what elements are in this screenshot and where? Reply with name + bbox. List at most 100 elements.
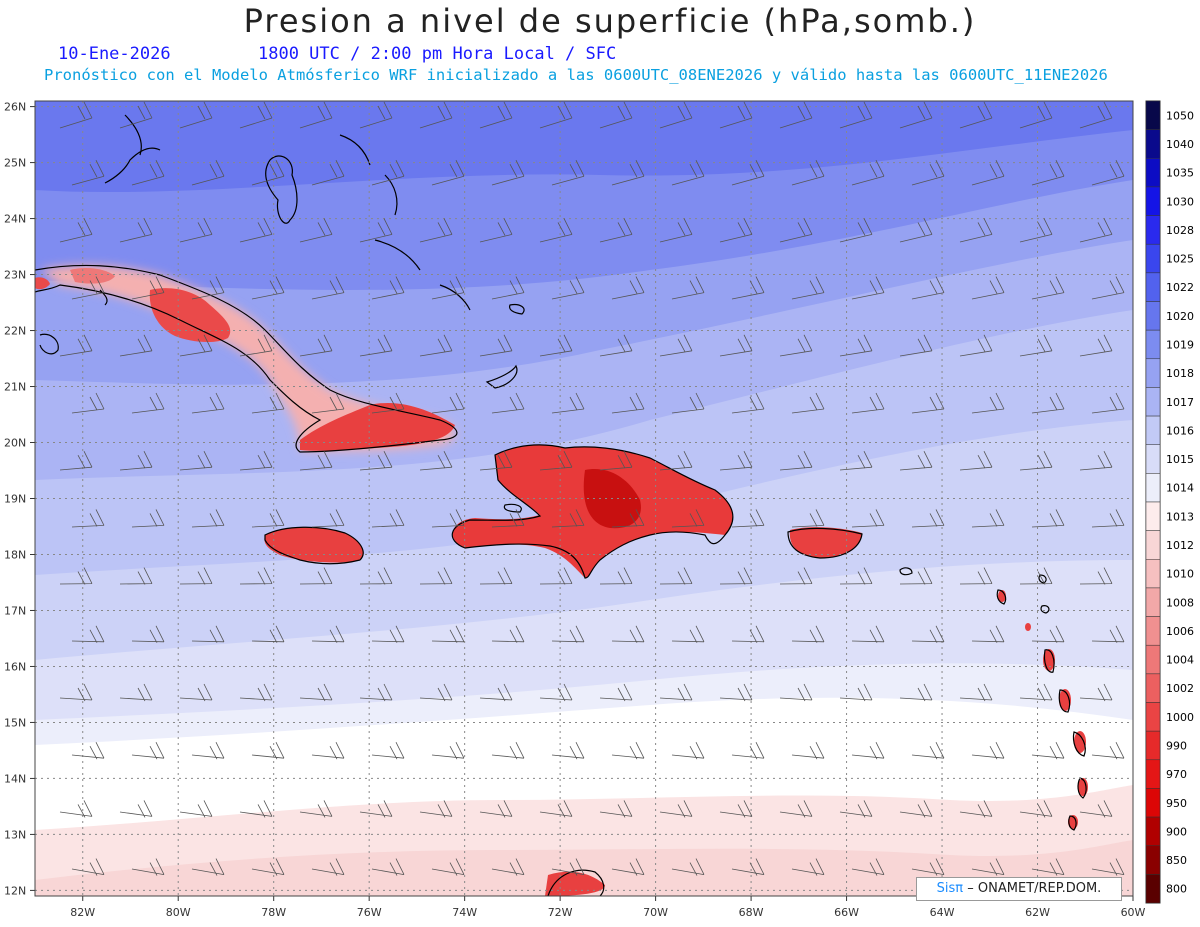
- wind-barb: [299, 683, 333, 702]
- colorbar-label: 1028: [1166, 224, 1194, 237]
- wind-barb: [239, 451, 273, 471]
- wind-barb: [599, 218, 633, 243]
- wind-barb: [239, 334, 273, 357]
- wind-barb: [899, 451, 933, 471]
- wind-barb: [971, 392, 1005, 414]
- wind-barb: [1031, 276, 1065, 300]
- lon-label: 72W: [548, 906, 573, 919]
- wind-barb: [479, 218, 513, 243]
- wind-barb: [71, 276, 105, 300]
- wind-barb: [539, 218, 573, 243]
- wind-barb: [131, 392, 165, 414]
- wind-barb: [1091, 276, 1125, 300]
- wind-barb: [479, 683, 513, 702]
- wind-barb: [479, 567, 513, 585]
- wind-barb: [839, 567, 873, 585]
- wind-barb: [1031, 160, 1065, 186]
- wind-barb: [851, 160, 885, 186]
- wind-barb: [791, 509, 825, 528]
- colorbar-label: 1050: [1166, 109, 1194, 122]
- colorbar-label: 1019: [1166, 338, 1194, 351]
- wind-barb: [311, 625, 345, 643]
- wind-barb: [131, 509, 165, 528]
- wind-barb: [959, 567, 993, 585]
- wind-barb: [659, 218, 693, 243]
- wind-barb: [131, 858, 165, 876]
- wind-barb: [431, 509, 465, 528]
- wind-barb: [551, 742, 585, 760]
- lat-label: 17N: [4, 604, 26, 617]
- wind-barb: [551, 160, 585, 186]
- wind-barb: [179, 451, 213, 471]
- credit-text: – ONAMET/REP.DOM.: [967, 881, 1102, 896]
- colorbar-label: 950: [1166, 797, 1187, 810]
- wind-barb: [839, 451, 873, 471]
- wind-barb: [779, 567, 813, 585]
- wind-barb: [1079, 683, 1113, 702]
- wind-barb: [1019, 451, 1053, 471]
- wind-barb: [491, 625, 525, 643]
- colorbar-label: 1030: [1166, 195, 1194, 208]
- wind-barb: [71, 625, 105, 643]
- colorbar-label: 1017: [1166, 396, 1194, 409]
- wind-barb: [671, 509, 705, 528]
- wind-barb: [251, 160, 285, 186]
- wind-barb: [311, 509, 345, 528]
- colorbar-swatch: [1145, 530, 1161, 560]
- wind-barb: [119, 451, 153, 471]
- wind-barb: [791, 276, 825, 300]
- wind-barb: [491, 858, 525, 876]
- wind-barb: [599, 683, 633, 702]
- wind-barb: [179, 683, 213, 702]
- wind-barb: [791, 392, 825, 414]
- wind-barb: [59, 218, 93, 243]
- colorbar-swatch: [1145, 100, 1161, 130]
- map-frame: [34, 100, 1134, 897]
- wind-barb: [419, 451, 453, 471]
- wind-barb: [1080, 917, 1112, 927]
- wind-barb: [659, 101, 693, 129]
- wind-barb: [671, 160, 705, 186]
- wind-barb: [491, 276, 525, 300]
- sis-logo: Sisπ: [936, 881, 964, 896]
- wind-barb: [839, 334, 873, 357]
- colorbar-swatch: [1145, 501, 1161, 531]
- wind-barb: [1079, 101, 1113, 129]
- colorbar-swatch: [1145, 730, 1161, 761]
- wind-barb: [731, 276, 765, 300]
- wind-barb: [191, 392, 225, 414]
- wind-barb: [299, 800, 333, 818]
- wind-barb: [731, 625, 765, 643]
- colorbar-swatch: [1145, 387, 1161, 417]
- wind-barb: [311, 392, 345, 414]
- wind-barb: [1091, 160, 1125, 186]
- wind-barb: [491, 160, 525, 186]
- wind-barb: [959, 334, 993, 357]
- wind-barb: [59, 683, 93, 702]
- wind-barb: [611, 160, 645, 186]
- wind-barb: [539, 683, 573, 702]
- wind-barb: [551, 625, 585, 643]
- wind-barb: [311, 858, 345, 876]
- colorbar-swatch: [1145, 559, 1161, 589]
- forecast-date: 10-Ene-2026: [58, 44, 171, 64]
- wind-barb: [731, 160, 765, 186]
- lon-label: 68W: [739, 906, 764, 919]
- wind-barb: [71, 509, 105, 528]
- wind-barb: [371, 509, 405, 528]
- wind-barb: [251, 625, 285, 643]
- wind-barb: [551, 509, 585, 528]
- colorbar-swatch: [1145, 129, 1161, 159]
- wind-barb: [551, 858, 585, 876]
- colorbar-label: 1010: [1166, 568, 1194, 581]
- wind-barb: [131, 742, 165, 760]
- wind-barb: [119, 683, 153, 702]
- wind-barb: [1019, 567, 1053, 585]
- colorbar-label: 990: [1166, 739, 1187, 752]
- wind-barb: [359, 567, 393, 585]
- lon-label: 78W: [261, 906, 286, 919]
- wind-barb: [671, 742, 705, 760]
- lat-label: 21N: [4, 381, 26, 394]
- wind-barb: [191, 276, 225, 300]
- colorbar-swatch: [1145, 673, 1161, 703]
